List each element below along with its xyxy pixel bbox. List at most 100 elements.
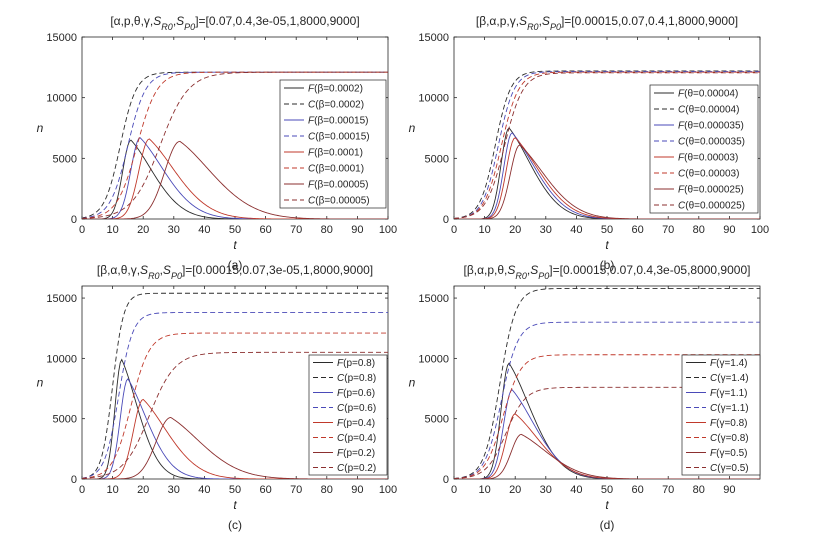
legend-label: F(θ=0.000025) [678, 185, 744, 196]
x-tick-label: 60 [631, 484, 643, 496]
series-line-C(p=0.4) [82, 332, 388, 479]
legend: F(p=0.8) C(p=0.8) F(p=0.6) C(p=0.6) F(p=0.4)… [308, 354, 388, 476]
panel-c: 0 10 20 30 40 50 60 70 80 90 100 0 5000 10000 15000 t n [… [37, 263, 398, 532]
series-line-C(θ=0.000025) [454, 72, 760, 219]
legend-label: F(γ=0.5) [710, 448, 748, 459]
x-tick-label: 30 [168, 484, 180, 496]
legend-label: F(β=0.0001) [308, 148, 363, 159]
legend-label: C(p=0.4) [337, 433, 376, 444]
x-tick-label: 20 [509, 224, 521, 236]
x-tick-label: 80 [693, 484, 705, 496]
legend-label: C(β=0.00015) [308, 132, 370, 143]
panel-caption: (d) [600, 518, 615, 532]
legend-label: C(p=0.8) [337, 373, 376, 384]
panel-caption: (b) [600, 258, 615, 272]
x-tick-label: 50 [229, 224, 241, 236]
legend-box [649, 84, 759, 214]
x-axis-label: t [233, 238, 237, 252]
series-line-C(p=0.2) [82, 351, 388, 479]
x-tick-label: 100 [379, 484, 397, 496]
x-tick-label: 0 [451, 484, 457, 496]
series-line-F(θ=0.000025) [454, 144, 760, 219]
series-line-C(γ=0.5) [454, 386, 760, 479]
x-axis-label: t [233, 498, 237, 512]
y-tick-label: 10000 [418, 353, 449, 365]
legend-label: C(β=0.0002) [308, 100, 364, 111]
x-tick-label: 100 [379, 224, 397, 236]
series-line-C(β=0.00015) [82, 71, 388, 219]
legend-label: C(γ=1.4) [710, 373, 749, 384]
legend-label: F(β=0.00005) [308, 180, 369, 191]
chart-title: [β,α,θ,γ,SR0,SP0]=[0.00015,0.07,3e-05,1,… [97, 263, 373, 281]
x-tick-label: 80 [693, 224, 705, 236]
legend-label: F(β=0.00015) [308, 116, 369, 127]
series-line-C(γ=1.1) [454, 321, 760, 479]
x-tick-label: 0 [451, 224, 457, 236]
legend-box [279, 79, 387, 209]
legend: F(γ=1.4) C(γ=1.4) F(γ=1.1) C(γ=1.1) F(γ=0.8)… [681, 354, 761, 476]
series-line-F(β=0.00015) [82, 137, 388, 219]
y-tick-label: 5000 [53, 153, 77, 165]
x-tick-label: 100 [751, 224, 769, 236]
x-tick-label: 30 [540, 484, 552, 496]
legend-label: F(θ=0.000035) [678, 121, 744, 132]
x-tick-label: 50 [601, 224, 613, 236]
chart-title: [β,α,p,γ,SR0,SP0]=[0.00015,0.07,0.4,1,80… [476, 14, 738, 32]
y-tick-label: 5000 [53, 414, 77, 426]
series-group [82, 292, 388, 479]
y-tick-label: 10000 [418, 93, 449, 105]
y-axis-label: n [37, 376, 44, 390]
x-tick-label: 90 [351, 484, 363, 496]
series-line-C(θ=0.00004) [454, 70, 760, 219]
legend-label: F(p=0.8) [337, 358, 375, 369]
y-tick-label: 0 [71, 474, 77, 486]
legend: F(β=0.0002) C(β=0.0002) F(β=0.00015) C(β=0.… [279, 79, 387, 209]
legend-label: C(p=0.6) [337, 403, 376, 414]
y-tick-label: 0 [443, 214, 449, 226]
y-tick-label: 15000 [418, 293, 449, 305]
legend-label: C(θ=0.00004) [678, 105, 739, 116]
legend-label: C(θ=0.000035) [678, 137, 745, 148]
x-tick-label: 50 [229, 484, 241, 496]
y-tick-label: 5000 [425, 414, 449, 426]
legend: F(θ=0.00004) C(θ=0.00004) F(θ=0.000035) C(θ… [649, 84, 759, 214]
series-line-C(γ=1.4) [454, 287, 760, 479]
series-line-F(p=0.6) [82, 378, 388, 479]
x-tick-label: 80 [321, 224, 333, 236]
x-tick-label: 70 [290, 224, 302, 236]
legend-label: C(β=0.0001) [308, 164, 364, 175]
y-tick-label: 0 [71, 214, 77, 226]
chart-title: [β,α,p,θ,SR0,SP0]=[0.00015,0.07,0.4,3e-0… [464, 263, 751, 281]
x-tick-label: 20 [137, 484, 149, 496]
x-tick-label: 40 [198, 484, 210, 496]
x-tick-label: 90 [351, 224, 363, 236]
legend-label: C(θ=0.00003) [678, 169, 739, 180]
legend-label: C(p=0.2) [337, 463, 376, 474]
legend-label: C(β=0.00005) [308, 196, 370, 207]
legend-label: F(p=0.2) [337, 448, 375, 459]
series-line-F(γ=0.8) [454, 413, 760, 479]
y-axis-label: n [37, 121, 44, 135]
y-tick-label: 15000 [418, 32, 449, 44]
panel-caption: (a) [228, 258, 243, 272]
panel-d: 0 10 20 30 40 50 60 70 80 90 0 5000 10000 15000 t n [β,α… [409, 263, 761, 532]
legend-label: F(p=0.4) [337, 418, 375, 429]
series-line-F(β=0.0002) [82, 139, 388, 219]
series-group [454, 70, 760, 219]
panel-caption: (c) [228, 518, 242, 532]
legend-label: C(γ=0.8) [710, 433, 749, 444]
panel-a: 0 10 20 30 40 50 60 70 80 90 100 0 5000 10000 15000 t n [… [37, 14, 398, 272]
panel-b: 0 10 20 30 40 50 60 70 80 90 100 0 5000 10000 15000 t n [… [409, 14, 770, 272]
x-tick-label: 10 [478, 224, 490, 236]
x-tick-label: 90 [723, 484, 735, 496]
series-line-C(p=0.8) [82, 292, 388, 479]
x-tick-label: 0 [79, 224, 85, 236]
y-tick-label: 15000 [46, 32, 77, 44]
series-line-F(p=0.8) [82, 358, 388, 479]
legend-box [308, 354, 388, 476]
series-line-F(β=0.00005) [82, 140, 388, 219]
series-line-F(β=0.0001) [82, 138, 388, 219]
legend-label: F(γ=1.4) [710, 358, 748, 369]
x-tick-label: 20 [137, 224, 149, 236]
